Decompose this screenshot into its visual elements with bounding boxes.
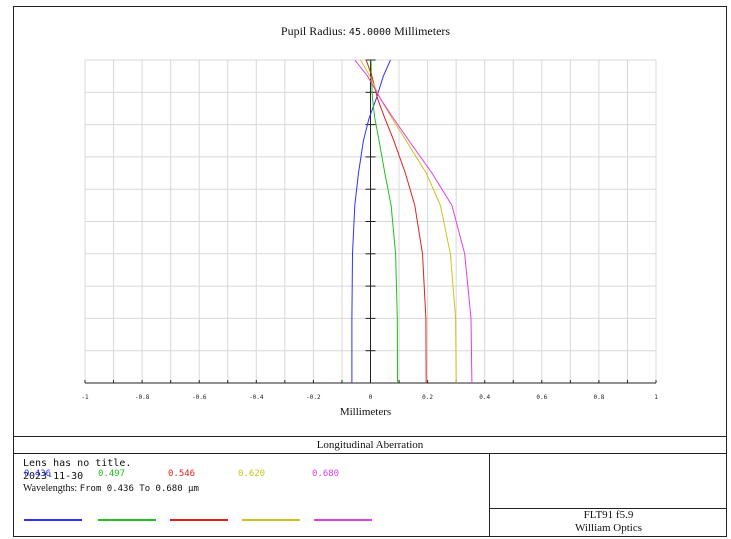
date-text: 2023-11-30 <box>23 471 84 482</box>
x-tick-label: 0 <box>369 394 373 401</box>
x-tick-label: 0.6 <box>536 394 547 401</box>
x-tick-label: 1 <box>654 394 658 401</box>
wavelengths-label: Wavelengths: <box>23 483 78 494</box>
series-line-0_680 <box>354 59 473 384</box>
info-panel: Lens has no title. 2023-11-30 Wavelength… <box>13 454 490 537</box>
x-tick-label: 0.8 <box>593 394 604 401</box>
x-tick-label: 0.4 <box>479 394 490 401</box>
x-axis-label: Millimeters <box>339 406 392 418</box>
chart-frame <box>13 6 727 537</box>
lens-name-line2: William Optics <box>574 522 643 534</box>
series-line-0_620 <box>360 59 457 384</box>
wavelength-label: 0.546 <box>168 469 196 479</box>
wavelength-label: 0.497 <box>98 469 126 479</box>
wavelength-swatch <box>170 519 228 521</box>
lens-name-line1: FLT91 f5.9 <box>583 509 634 521</box>
x-tick-label: -0.4 <box>249 394 264 401</box>
series-line-0_436 <box>351 59 391 383</box>
wavelengths-line: Wavelengths: From 0.436 To 0.680 µm <box>23 483 199 494</box>
series-line-0_497 <box>370 59 399 384</box>
wavelength-swatch <box>24 519 82 521</box>
wavelength-label: 0.436 <box>24 469 52 479</box>
wavelength-label: 0.620 <box>238 469 266 479</box>
chart-title: Pupil Radius: 45.0000 Millimeters <box>0 24 731 39</box>
pupil-value: 45.0000 <box>348 27 392 38</box>
wavelengths-range: From 0.436 To 0.680 µm <box>79 484 199 494</box>
wavelength-swatch <box>98 519 156 521</box>
lens-title: Lens has no title. <box>23 458 132 469</box>
x-tick-label: 0.2 <box>422 394 433 401</box>
pupil-label: Pupil Radius: <box>280 24 346 38</box>
lens-name-box: FLT91 f5.9 William Optics <box>490 508 727 537</box>
wavelength-swatch <box>314 519 372 521</box>
wavelength-swatch <box>242 519 300 521</box>
pupil-unit: Millimeters <box>394 24 451 38</box>
plot-caption: Longitudinal Aberration <box>13 436 727 454</box>
x-tick-label: -1 <box>81 394 89 401</box>
x-tick-label: -0.6 <box>192 394 207 401</box>
x-tick-label: -0.2 <box>306 394 321 401</box>
x-tick-label: -0.8 <box>135 394 150 401</box>
wavelength-label: 0.680 <box>312 469 340 479</box>
